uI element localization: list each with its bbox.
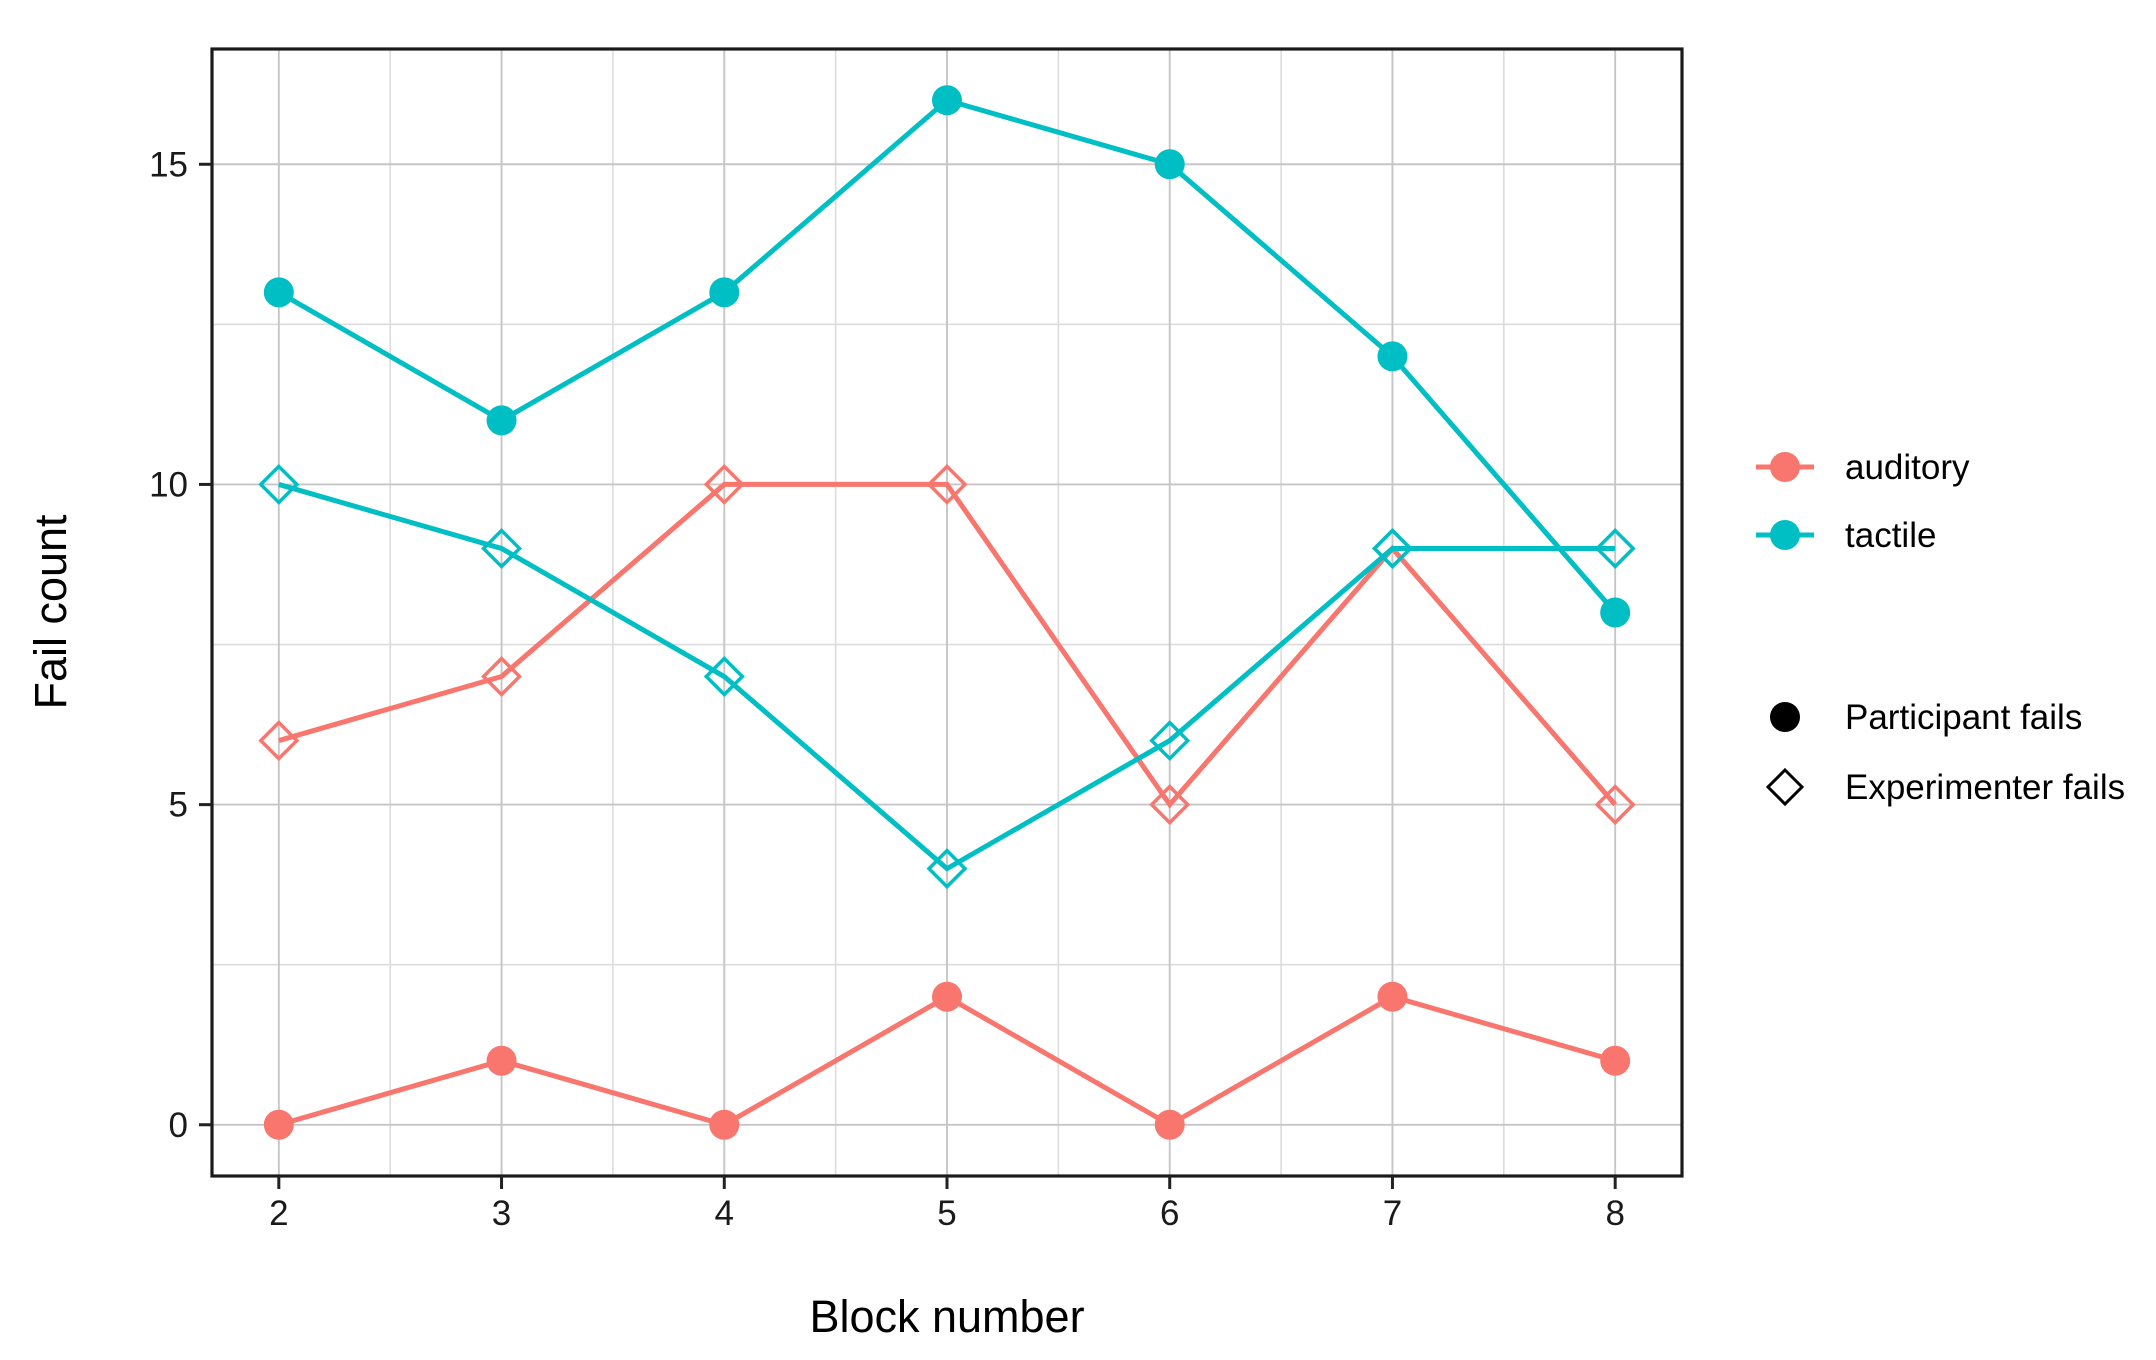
legend-key-circle-icon [1770,520,1800,550]
data-point-auditory-experimenter-fails [258,720,300,762]
data-point-auditory-experimenter-fails [926,463,968,505]
axis-ticks: 2 3 4 5 6 7 8 0 5 10 15 [149,145,1625,1233]
data-point-auditory-participant-fails [1377,981,1408,1012]
x-axis-tick-label: 2 [269,1194,288,1233]
data-series [258,85,1636,1140]
x-axis-title: Block number [809,1291,1084,1342]
data-point-auditory-participant-fails [263,1109,294,1140]
legend-shape-group: Participant fails Experimenter fails [1765,698,2125,807]
data-point-auditory-experimenter-fails [1149,784,1191,826]
data-point-tactile-experimenter-fails [1371,527,1413,569]
data-point-tactile-experimenter-fails [703,656,745,698]
data-point-tactile-participant-fails [709,277,740,308]
data-point-tactile-participant-fails [1377,341,1408,372]
y-axis-tick-label: 0 [169,1106,188,1145]
legend-label-participant-fails: Participant fails [1845,698,2082,737]
legend-label-auditory: auditory [1845,448,1970,487]
data-point-tactile-experimenter-fails [481,527,523,569]
data-point-auditory-participant-fails [1600,1045,1631,1076]
x-axis-tick-label: 4 [715,1194,734,1233]
x-axis-tick-label: 6 [1160,1194,1179,1233]
y-axis-title: Fail count [25,514,76,710]
legend-label-experimenter-fails: Experimenter fails [1845,768,2125,807]
legend-color-group: auditory tactile [1756,448,1970,555]
legend-label-tactile: tactile [1845,516,1936,555]
y-axis-tick-label: 10 [149,465,188,504]
data-point-tactile-experimenter-fails [1594,527,1636,569]
data-point-auditory-participant-fails [1154,1109,1185,1140]
x-axis-tick-label: 5 [937,1194,956,1233]
data-point-tactile-experimenter-fails [258,463,300,505]
data-point-auditory-participant-fails [486,1045,517,1076]
x-axis-tick-label: 8 [1605,1194,1624,1233]
data-point-auditory-experimenter-fails [1594,784,1636,826]
data-point-tactile-participant-fails [263,277,294,308]
legend-key-filled-circle-icon [1770,702,1800,732]
legend-key-circle-icon [1770,452,1800,482]
data-point-tactile-participant-fails [1600,597,1631,628]
data-point-tactile-participant-fails [932,85,962,116]
data-point-tactile-participant-fails [486,405,517,436]
data-point-auditory-participant-fails [932,981,962,1012]
y-axis-tick-label: 5 [169,786,188,825]
x-axis-tick-label: 7 [1383,1194,1402,1233]
x-axis-tick-label: 3 [492,1194,511,1233]
data-point-tactile-participant-fails [1154,149,1185,180]
data-point-auditory-experimenter-fails [703,463,745,505]
data-point-auditory-participant-fails [709,1109,740,1140]
data-point-tactile-experimenter-fails [926,848,968,890]
data-point-tactile-experimenter-fails [1149,720,1191,762]
series-line-tactile-experimenter-fails [278,482,1616,872]
y-axis-tick-label: 15 [149,145,188,184]
legend-key-open-diamond-icon [1765,767,1805,807]
data-point-auditory-experimenter-fails [481,656,523,698]
